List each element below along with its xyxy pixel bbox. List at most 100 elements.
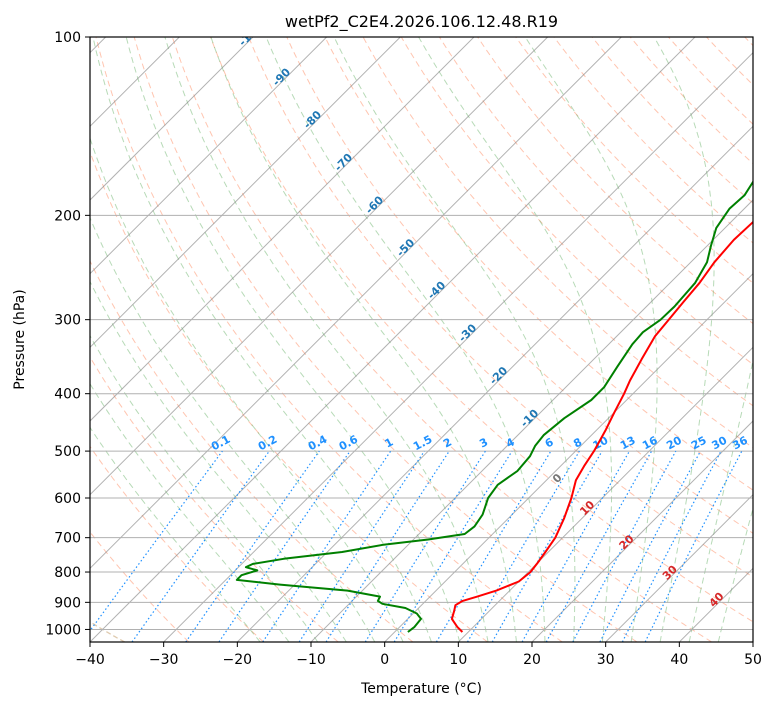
dry-adiabat (90, 259, 414, 642)
axes: −40 −30 −20 −10 0 10 20 30 40 5010020030040050060… (45, 30, 762, 668)
moist-adiabat (524, 37, 658, 642)
x-tick-label: 10 (449, 652, 467, 668)
y-tick-label: 100 (54, 30, 81, 46)
mixing-ratio-label: 0.1 (209, 433, 232, 454)
isotherm-label: -80 (301, 108, 324, 131)
y-tick-label: 600 (54, 491, 81, 507)
y-axis-label: Pressure (hPa) (12, 289, 28, 389)
mixing-ratio-line (218, 450, 351, 642)
moist-adiabat (90, 280, 347, 642)
moist-adiabat (90, 382, 290, 642)
plot-frame (89, 36, 754, 643)
x-tick-label: 40 (670, 652, 688, 668)
isotherm-label: -60 (363, 193, 386, 216)
isotherm (90, 37, 696, 642)
mixing-ratio-label: 3 (477, 435, 490, 450)
dewpoint-line (235, 176, 753, 633)
y-tick-label: 1000 (45, 622, 81, 638)
mixing-ratio-line (393, 450, 513, 642)
isotherm-label: 40 (707, 590, 727, 610)
mixing-ratio-line (262, 450, 392, 642)
moist-adiabat (210, 37, 517, 642)
isotherm (310, 199, 753, 642)
y-tick-label: 800 (54, 565, 81, 581)
dry-adiabat (95, 37, 563, 642)
dry-adiabat (668, 37, 753, 125)
x-tick-label: 30 (597, 652, 615, 668)
isotherm-label: 20 (617, 532, 637, 552)
isotherm-label: -40 (425, 279, 448, 302)
mixing-ratio-line (131, 450, 270, 642)
dry-adiabat (515, 37, 753, 284)
isotherm-label: 30 (660, 562, 680, 582)
isotherm (90, 37, 401, 349)
moist-adiabat (265, 37, 546, 642)
chart-title: wetPf2_C2E4.2026.106.12.48.R19 (285, 12, 558, 32)
y-tick-label: 400 (54, 387, 81, 403)
background-lines (90, 37, 753, 642)
y-tick-label: 500 (54, 444, 81, 460)
x-tick-label: −30 (149, 652, 179, 668)
dry-adiabat (248, 37, 753, 578)
isotherm-label: -30 (456, 321, 479, 344)
mixing-ratio-line (185, 450, 320, 642)
isotherm (678, 567, 753, 642)
dry-adiabat (324, 37, 753, 491)
mixing-ratio-label: 0.2 (256, 433, 279, 454)
mixing-ratio-label: 13 (618, 434, 638, 453)
isotherm (457, 346, 753, 642)
isotherm-label: -90 (270, 65, 293, 88)
mixing-ratio-line (572, 450, 677, 642)
isotherm (236, 125, 753, 642)
y-tick-label: 300 (54, 313, 81, 329)
isotherm (605, 493, 753, 642)
x-tick-label: 50 (744, 652, 762, 668)
moist-adiabat (90, 426, 261, 642)
isotherm (163, 51, 753, 642)
isotherm (531, 420, 753, 642)
isotherm-label: -100 (236, 20, 265, 49)
dry-adiabat (286, 37, 753, 534)
dry-adiabat (90, 445, 264, 642)
mixing-ratio-line (90, 450, 223, 632)
dry-adiabat (90, 356, 339, 642)
mixing-ratio-label: 0.4 (306, 433, 330, 454)
mixing-ratio-label: 16 (640, 434, 660, 453)
line-labels: 0.1 0.2 0.4 0.6 1 1.5 2 3 4 6 8 10 13 16 20 25 30 36-100-… (209, 20, 750, 610)
dry-adiabat (591, 37, 753, 204)
mixing-ratio-label: 10 (591, 434, 611, 453)
mixing-ratio-line (325, 450, 450, 642)
dry-adiabat (744, 37, 753, 47)
dry-adiabat (90, 150, 488, 642)
mixing-ratio-line (364, 450, 486, 642)
mixing-ratio-label: 1 (383, 435, 396, 450)
isotherm (90, 37, 475, 422)
isotherm-label: -10 (518, 407, 541, 430)
mixing-ratio-line (545, 450, 653, 642)
moist-adiabat (717, 506, 753, 642)
mixing-ratio-line (599, 450, 702, 642)
dry-adiabat (210, 37, 753, 623)
isotherm (90, 37, 328, 275)
isotherm-label: -20 (487, 364, 510, 387)
dry-adiabat (90, 531, 190, 642)
isotherm-label: -70 (332, 151, 355, 174)
dry-adiabat (706, 37, 753, 86)
moist-adiabat (653, 37, 715, 642)
mixing-ratio-label: 36 (730, 434, 750, 453)
x-axis-label: Temperature (°C) (360, 681, 482, 697)
mixing-ratio-label: 6 (543, 435, 556, 450)
moist-adiabat (333, 37, 576, 642)
isotherm (752, 641, 753, 642)
x-tick-label: −40 (75, 652, 105, 668)
x-tick-label: 0 (380, 652, 389, 668)
dry-adiabat (133, 37, 638, 642)
isotherm (90, 37, 549, 496)
mixing-ratio-line (298, 450, 425, 642)
moist-adiabat (418, 37, 613, 642)
isotherm (90, 37, 254, 201)
moist-adiabat (90, 334, 319, 642)
mixing-ratio-label: 0.6 (337, 433, 361, 454)
moist-adiabat (125, 37, 461, 642)
